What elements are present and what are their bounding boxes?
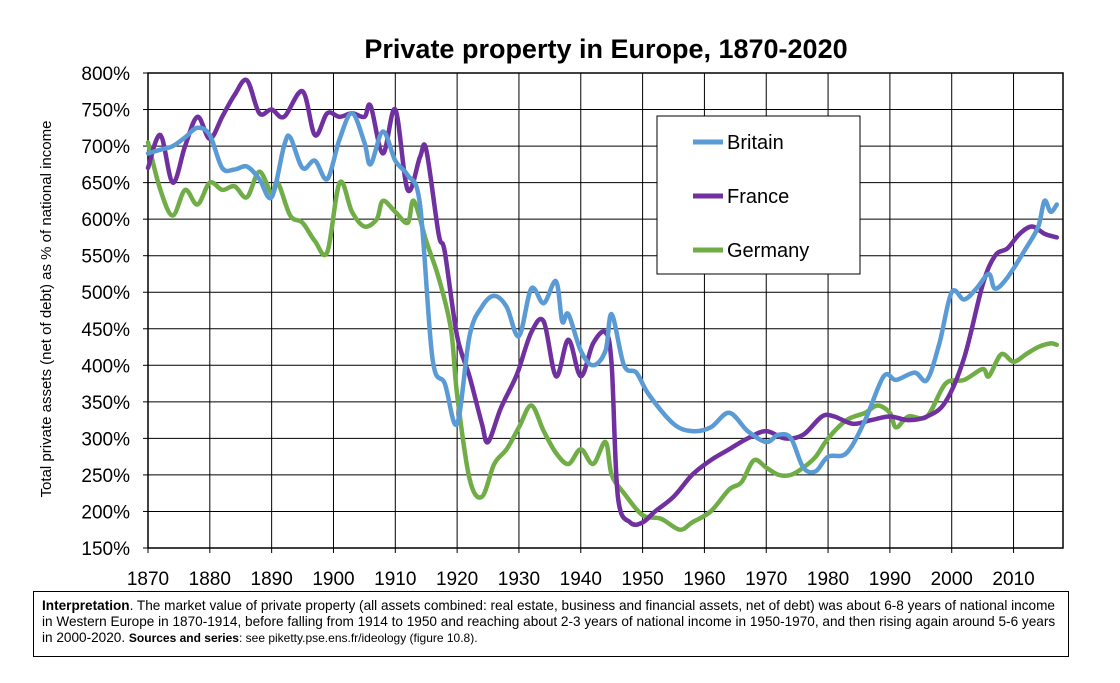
x-tick-label: 1990	[869, 569, 911, 590]
y-tick-label: 150%	[81, 539, 130, 560]
plot-border	[147, 72, 1064, 549]
y-tick-label: 450%	[81, 320, 130, 341]
y-tick-label: 700%	[81, 137, 130, 158]
x-tick-label: 1890	[251, 569, 293, 590]
y-axis-label: Total private assets (net of debt) as % …	[38, 121, 55, 498]
x-tick-label: 1870	[127, 569, 169, 590]
caption-heading: Interpretation	[42, 598, 130, 613]
y-tick-label: 800%	[81, 64, 130, 85]
series-lines	[145, 77, 1060, 532]
y-tick-label: 400%	[81, 356, 130, 377]
legend-box	[656, 115, 861, 275]
y-tick-label: 250%	[81, 466, 130, 487]
x-tick-label: 2010	[992, 569, 1034, 590]
caption-text: . The market value of private property (…	[42, 598, 1056, 645]
x-tick-label: 1980	[807, 569, 849, 590]
series-line-france	[145, 77, 1060, 528]
caption-sources-label: Sources and series	[128, 631, 239, 645]
x-tick-label: 1880	[189, 569, 231, 590]
caption-sources: Sources and series: see piketty.pse.ens.…	[129, 631, 478, 645]
legend-label: Germany	[727, 240, 809, 262]
x-tick-label: 1950	[621, 569, 663, 590]
x-tick-label: 1930	[498, 569, 540, 590]
caption-sources-text: : see piketty.pse.ens.fr/ideology (figur…	[238, 631, 478, 645]
legend: Britain France Germany	[656, 115, 861, 275]
x-tick-label: 1910	[374, 569, 416, 590]
x-axis-ticks: 1870 1880 1890 1900 1910 1920 1930 1940 1950 1960…	[127, 548, 1035, 590]
y-tick-label: 350%	[81, 393, 130, 414]
y-tick-label: 650%	[81, 174, 130, 195]
y-tick-label: 300%	[81, 429, 130, 450]
x-tick-label: 1960	[683, 569, 725, 590]
y-tick-label: 750%	[81, 101, 130, 122]
x-tick-label: 1900	[312, 569, 354, 590]
chart-title: Private property in Europe, 1870-2020	[364, 34, 847, 64]
line-chart: Private property in Europe, 1870-2020 To…	[38, 34, 1064, 590]
x-tick-label: 1940	[560, 569, 602, 590]
y-axis-ticks: 150% 200% 250% 300% 350% 400% 450% 500% 550% 600%…	[81, 64, 148, 560]
legend-label: France	[727, 186, 789, 208]
series-line-britain	[145, 110, 1060, 475]
y-tick-label: 600%	[81, 210, 130, 231]
grid-lines	[147, 72, 1064, 549]
x-tick-label: 1970	[745, 569, 787, 590]
x-tick-label: 1920	[436, 569, 478, 590]
x-tick-label: 2000	[931, 569, 973, 590]
y-tick-label: 200%	[81, 502, 130, 523]
legend-label: Britain	[727, 132, 784, 154]
plot-area	[148, 73, 1063, 548]
interpretation-caption: Interpretation. The market value of priv…	[33, 591, 1069, 657]
y-tick-label: 500%	[81, 283, 130, 304]
series-line-germany	[145, 140, 1060, 532]
y-tick-label: 550%	[81, 247, 130, 268]
